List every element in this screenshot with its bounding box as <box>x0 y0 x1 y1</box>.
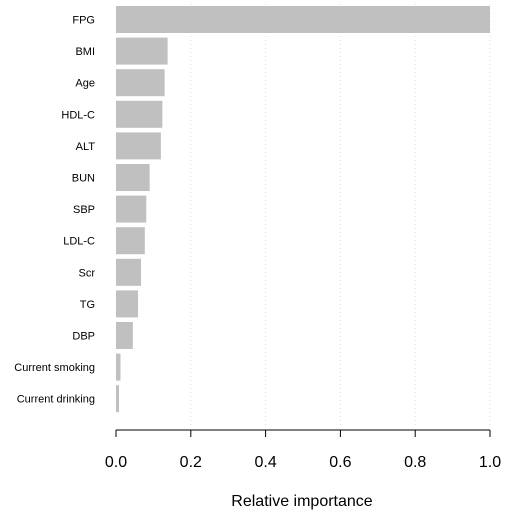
x-tick-label: 0.0 <box>105 454 127 471</box>
category-label: DBP <box>72 331 95 343</box>
bars <box>116 6 490 413</box>
bar-hdl-c <box>116 100 163 128</box>
category-label: TG <box>80 299 95 311</box>
category-label: Current drinking <box>17 394 95 406</box>
bar-ldl-c <box>116 227 145 255</box>
bar-scr <box>116 258 142 286</box>
x-tick-label: 0.2 <box>180 454 202 471</box>
bar-bun <box>116 164 150 191</box>
bar-alt <box>116 132 161 160</box>
bar-age <box>116 69 165 97</box>
x-tick-label: 0.8 <box>404 454 426 471</box>
category-label: SBP <box>73 204 95 216</box>
category-label: BUN <box>72 173 95 185</box>
gridlines <box>190 4 491 428</box>
x-tick-label: 1.0 <box>479 454 501 471</box>
category-label: ALT <box>76 141 96 153</box>
bar-dbp <box>116 322 133 349</box>
category-labels: FPG BMI Age HDL-C ALT BUN SBP LDL-C Scr TG DBP Curr… <box>14 15 95 406</box>
bar-fpg <box>116 6 490 33</box>
x-axis: 0.0 0.2 0.4 0.6 0.8 1.0 <box>105 429 501 471</box>
x-tick-label: 0.6 <box>329 454 351 471</box>
category-label: LDL-C <box>63 236 95 248</box>
category-label: Scr <box>79 267 96 279</box>
bar-tg <box>116 290 139 318</box>
x-tick-label: 0.4 <box>254 454 276 471</box>
bar-sbp <box>116 195 147 223</box>
bar-bmi <box>116 37 168 65</box>
category-label: Current smoking <box>14 362 95 374</box>
bar-current-drinking <box>116 385 119 413</box>
category-label: BMI <box>75 46 95 58</box>
category-label: HDL-C <box>61 109 95 121</box>
bar-current-smoking <box>116 353 121 381</box>
category-label: Age <box>75 78 95 90</box>
category-label: FPG <box>72 15 95 27</box>
x-axis-title: Relative importance <box>231 493 373 510</box>
